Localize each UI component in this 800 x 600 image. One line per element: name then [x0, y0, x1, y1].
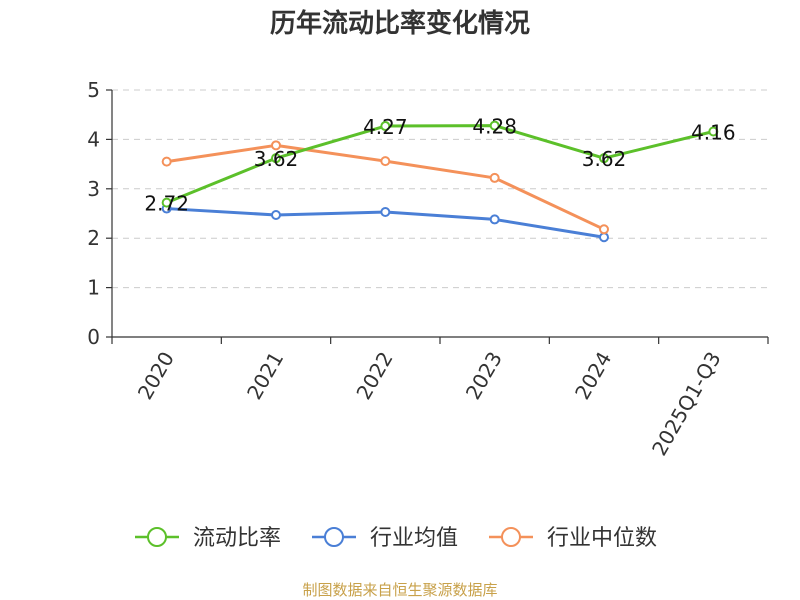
- data-point[interactable]: [380, 156, 391, 167]
- y-tick-label: 5: [87, 78, 100, 102]
- legend[interactable]: 流动比率 行业均值 行业中位数: [135, 526, 657, 551]
- y-tick-label: 4: [87, 127, 100, 151]
- y-tick-label: 0: [87, 325, 100, 349]
- data-point[interactable]: [161, 156, 172, 167]
- legend-label: 行业均值: [370, 526, 458, 551]
- data-label: 2.72: [144, 192, 189, 216]
- series-2: [161, 140, 609, 235]
- y-tick-label: 1: [87, 276, 100, 300]
- legend-marker-icon: [501, 527, 521, 547]
- data-point[interactable]: [489, 214, 500, 225]
- x-tick-label: 2021: [242, 348, 288, 404]
- series-line: [166, 124, 714, 205]
- legend-item[interactable]: 行业均值: [312, 526, 458, 551]
- legend-label: 流动比率: [193, 526, 281, 551]
- data-label: 3.62: [582, 147, 627, 171]
- data-label: 3.62: [254, 147, 299, 171]
- data-label: 4.16: [691, 120, 736, 144]
- legend-marker-icon: [147, 527, 167, 547]
- x-tick-label: 2023: [461, 347, 507, 403]
- legend-label: 行业中位数: [547, 526, 657, 551]
- series-0: 2.72 3.62 4.27 4.28 3.62 4.16: [144, 115, 735, 216]
- series-layer: 2.72 3.62 4.27 4.28 3.62 4.16: [144, 115, 736, 243]
- data-point[interactable]: [599, 224, 609, 235]
- data-point[interactable]: [489, 172, 500, 183]
- x-axis-ticks: 2020 2021 2022 2023 2024 2025Q1-Q3: [111, 337, 769, 460]
- data-point[interactable]: [380, 121, 391, 132]
- source-note: 制图数据来自恒生聚源数据库: [302, 581, 497, 599]
- data-point[interactable]: [599, 153, 609, 164]
- data-point[interactable]: [708, 126, 719, 137]
- x-tick-label: 2020: [133, 348, 179, 404]
- x-tick-label: 2022: [351, 348, 397, 404]
- data-label: 4.28: [472, 115, 517, 139]
- chart-title: 历年流动比率变化情况: [270, 8, 530, 39]
- data-point[interactable]: [380, 207, 391, 218]
- legend-item[interactable]: 行业中位数: [489, 526, 657, 551]
- y-tick-label: 3: [87, 177, 100, 201]
- data-point[interactable]: [599, 232, 609, 243]
- legend-marker-icon: [324, 527, 344, 547]
- data-point[interactable]: [271, 153, 281, 164]
- data-point[interactable]: [271, 209, 281, 220]
- data-point[interactable]: [489, 120, 500, 131]
- data-label: 4.27: [363, 115, 408, 139]
- x-tick-label: 2024: [570, 348, 616, 404]
- data-point[interactable]: [271, 140, 281, 151]
- legend-item[interactable]: 流动比率: [135, 526, 281, 551]
- series-1: [161, 203, 609, 243]
- y-axis-ticks: 0 1 2 3 4 5: [87, 78, 112, 349]
- grid: [112, 89, 768, 289]
- data-point[interactable]: [161, 197, 172, 208]
- y-tick-label: 2: [87, 226, 100, 250]
- x-tick-label: 2025Q1-Q3: [647, 348, 726, 460]
